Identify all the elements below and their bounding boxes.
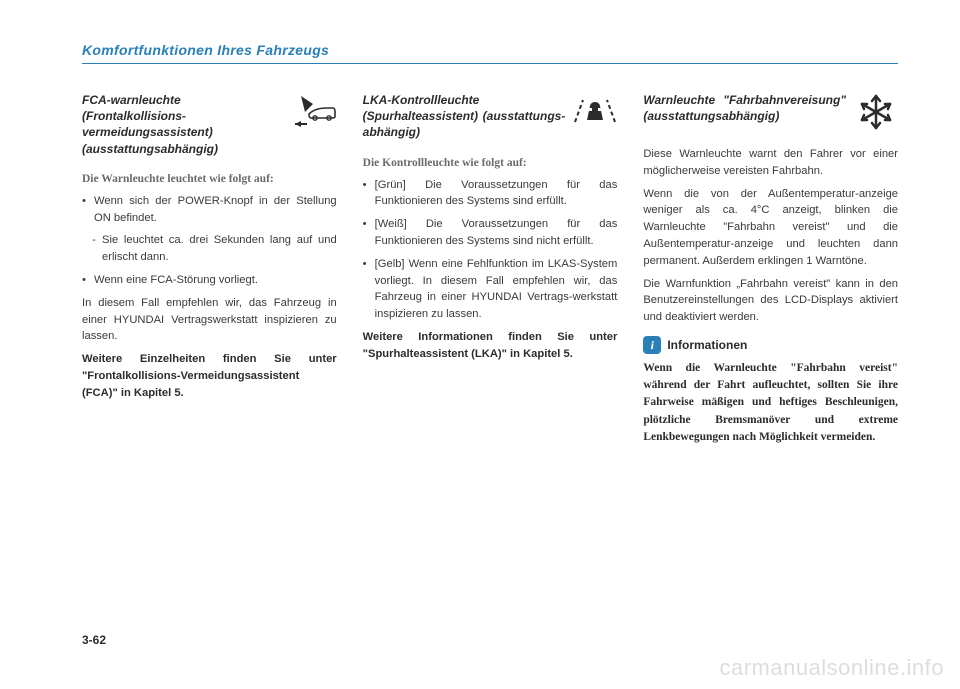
bullet-item: • [Grün] Die Voraussetzungen für das Fun…: [363, 177, 618, 211]
header-rule: [82, 63, 898, 64]
section-title-lka: LKA-Kontrollleuchte (Spurhalteassistent)…: [363, 92, 566, 141]
sub-bullet-dash: -: [92, 232, 102, 266]
column-2: LKA-Kontrollleuchte (Spurhalteassistent)…: [363, 92, 618, 446]
bullet-text: [Gelb] Wenn eine Fehlfunktion im LKAS-Sy…: [375, 256, 618, 323]
paragraph: Die Warnfunktion „Fahrbahn vereist" kann…: [643, 276, 898, 326]
bullet-dot: •: [363, 216, 375, 250]
section-head-fca: FCA-warnleuchte (Frontalkollisions-verme…: [82, 92, 337, 157]
sub-bullet-text: Sie leuchtet ca. drei Sekunden lang auf …: [102, 232, 337, 266]
bullet-dot: •: [363, 177, 375, 211]
info-badge-icon: i: [643, 336, 661, 354]
bullet-text: [Weiß] Die Voraussetzungen für das Funkt…: [375, 216, 618, 250]
watermark: carmanualsonline.info: [719, 655, 944, 681]
bullet-item: • Wenn eine FCA-Störung vorliegt.: [82, 272, 337, 289]
subhead-lka: Die Kontrollleuchte wie folgt auf:: [363, 155, 618, 171]
bullet-dot: •: [363, 256, 375, 323]
lka-icon: [573, 92, 617, 132]
info-header: i Informationen: [643, 336, 898, 354]
section-head-lka: LKA-Kontrollleuchte (Spurhalteassistent)…: [363, 92, 618, 141]
column-1: FCA-warnleuchte (Frontalkollisions-verme…: [82, 92, 337, 446]
page-container: Komfortfunktionen Ihres Fahrzeugs FCA-wa…: [0, 0, 960, 466]
bullet-dot: •: [82, 272, 94, 289]
info-label: Informationen: [667, 336, 747, 354]
bullet-item: • [Gelb] Wenn eine Fehlfunktion im LKAS-…: [363, 256, 618, 323]
bullet-text: Wenn eine FCA-Störung vorliegt.: [94, 272, 337, 289]
bullet-dot: •: [82, 193, 94, 227]
bullet-text: [Grün] Die Voraussetzungen für das Funkt…: [375, 177, 618, 211]
fca-icon: [293, 92, 337, 132]
subhead-fca: Die Warnleuchte leuchtet wie folgt auf:: [82, 171, 337, 187]
column-3: Warnleuchte "Fahrbahnvereisung" (ausstat…: [643, 92, 898, 446]
paragraph: Wenn die von der Außentemperatur-anzeige…: [643, 186, 898, 270]
page-number: 3-62: [82, 633, 106, 647]
paragraph-bold: Weitere Einzelheiten finden Sie unter "F…: [82, 351, 337, 401]
section-head-frost: Warnleuchte "Fahrbahnvereisung" (ausstat…: [643, 92, 898, 132]
paragraph-bold: Weitere Informationen finden Sie unter "…: [363, 329, 618, 363]
paragraph: Diese Warnleuchte warnt den Fahrer vor e…: [643, 146, 898, 180]
header-title: Komfortfunktionen Ihres Fahrzeugs: [82, 42, 329, 61]
section-title-frost: Warnleuchte "Fahrbahnvereisung" (ausstat…: [643, 92, 846, 124]
bullet-item: • [Weiß] Die Voraussetzungen für das Fun…: [363, 216, 618, 250]
section-title-fca: FCA-warnleuchte (Frontalkollisions-verme…: [82, 92, 285, 157]
bullet-text: Wenn sich der POWER-Knopf in der Stellun…: [94, 193, 337, 227]
bullet-item: • Wenn sich der POWER-Knopf in der Stell…: [82, 193, 337, 227]
paragraph: In diesem Fall empfehlen wir, das Fahrze…: [82, 295, 337, 345]
page-header: Komfortfunktionen Ihres Fahrzeugs: [82, 42, 898, 64]
sub-bullet-item: - Sie leuchtet ca. drei Sekunden lang au…: [82, 232, 337, 266]
info-text: Wenn die Warnleuchte "Fahrbahn vereist" …: [643, 360, 898, 446]
frost-icon: [854, 92, 898, 132]
columns: FCA-warnleuchte (Frontalkollisions-verme…: [82, 92, 898, 446]
